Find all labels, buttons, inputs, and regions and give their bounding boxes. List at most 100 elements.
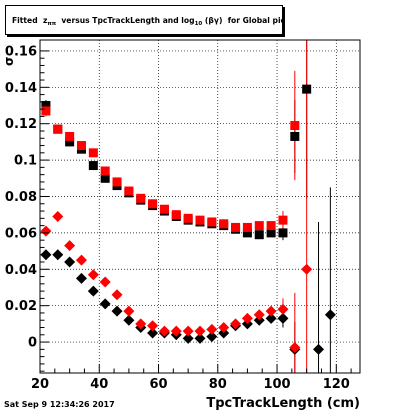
- data-point-diamond: [99, 276, 111, 288]
- data-point-square: [171, 210, 181, 220]
- data-point-square: [219, 219, 229, 229]
- data-point-square: [148, 199, 158, 209]
- data-point-square: [41, 101, 51, 111]
- y-tick-label: 0.16: [5, 44, 37, 59]
- data-point-diamond: [135, 318, 147, 330]
- data-point-diamond: [64, 240, 76, 252]
- title-prefix: Fitted: [12, 16, 38, 25]
- data-point-square: [195, 215, 205, 225]
- data-point-square: [254, 221, 264, 231]
- x-tick-label: 60: [149, 377, 167, 392]
- data-point-square: [53, 124, 63, 134]
- data-point-square: [76, 141, 86, 151]
- data-point-diamond: [170, 325, 182, 337]
- data-point-square: [266, 228, 276, 238]
- data-point-diamond: [40, 225, 52, 237]
- title-suffix: for Global pion+: [227, 16, 282, 25]
- data-point-square: [41, 106, 51, 116]
- data-point-diamond: [75, 272, 87, 284]
- data-point-diamond: [158, 325, 170, 337]
- data-point-square: [290, 121, 300, 131]
- axis-ticks: [39, 50, 352, 373]
- data-point-square: [65, 137, 75, 147]
- data-point-diamond: [194, 325, 206, 337]
- y-tick-label: 0.1: [14, 154, 37, 169]
- data-point-square: [124, 186, 134, 196]
- data-point-diamond: [289, 342, 301, 354]
- title-beta-gamma: (βγ): [204, 16, 223, 25]
- data-point-square: [207, 217, 217, 227]
- y-tick-label: 0.12: [5, 117, 37, 132]
- y-tick-label: 0.02: [5, 299, 37, 314]
- title-z-subscript: ππ: [47, 21, 57, 27]
- data-point-diamond: [52, 211, 64, 223]
- y-tick-label: 0.04: [5, 263, 37, 278]
- y-axis-label-wrap: σ: [2, 46, 16, 68]
- data-point-diamond: [230, 318, 242, 330]
- x-tick-label: 40: [90, 377, 108, 392]
- data-point-diamond: [111, 289, 123, 301]
- title-z: z: [42, 16, 48, 25]
- plot-title: Fitted zππ versus TpcTrackLength and log…: [5, 5, 283, 35]
- data-point-diamond: [206, 323, 218, 335]
- data-markers: [40, 84, 336, 355]
- data-point-diamond: [123, 305, 135, 317]
- data-point-diamond: [75, 254, 87, 266]
- data-point-diamond: [147, 327, 159, 339]
- data-point-square: [290, 131, 300, 141]
- data-point-square: [112, 177, 122, 187]
- data-point-square: [278, 215, 288, 225]
- data-point-diamond: [64, 256, 76, 268]
- data-point-diamond: [194, 332, 206, 344]
- title-middle: versus TpcTrackLength and log: [61, 16, 195, 25]
- data-point-diamond: [324, 309, 336, 321]
- error-bars: [45, 40, 331, 373]
- y-axis-label: σ: [2, 56, 16, 66]
- x-tick-label: 20: [31, 377, 49, 392]
- y-tick-label: 0: [28, 336, 37, 351]
- data-point-square: [278, 228, 288, 238]
- data-point-diamond: [123, 314, 135, 326]
- data-point-diamond: [182, 332, 194, 344]
- y-tick-label: 0.08: [5, 190, 37, 205]
- data-point-square: [242, 228, 252, 238]
- data-point-square: [136, 193, 146, 203]
- x-tick-label: 80: [209, 377, 227, 392]
- data-point-diamond: [87, 285, 99, 297]
- title-log-subscript: 10: [194, 21, 203, 27]
- data-point-diamond: [265, 312, 277, 324]
- data-point-diamond: [301, 263, 313, 275]
- data-point-diamond: [241, 312, 253, 324]
- data-point-diamond: [218, 322, 230, 334]
- x-tick-label: 100: [263, 377, 290, 392]
- data-point-diamond: [40, 249, 52, 261]
- data-point-diamond: [99, 298, 111, 310]
- tick-labels: 20 40 60 80 100 120 0 0.02 0.04 0.06 0.08 0.1 0.12 0.…: [5, 44, 350, 392]
- data-point-diamond: [182, 325, 194, 337]
- data-point-diamond: [277, 303, 289, 315]
- data-point-diamond: [111, 305, 123, 317]
- data-point-square: [266, 221, 276, 231]
- data-point-square: [88, 148, 98, 158]
- data-point-square: [254, 230, 264, 240]
- data-point-square: [100, 173, 110, 183]
- data-point-square: [100, 166, 110, 176]
- data-point-square: [242, 222, 252, 232]
- grid-lines: [39, 40, 360, 373]
- data-point-square: [231, 222, 241, 232]
- data-point-diamond: [52, 249, 64, 261]
- y-tick-label: 0.14: [5, 81, 37, 96]
- data-point-square: [65, 131, 75, 141]
- data-point-diamond: [277, 312, 289, 324]
- data-point-diamond: [265, 305, 277, 317]
- x-axis-label: TpcTrackLength (cm): [206, 396, 360, 411]
- x-tick-label: 120: [323, 377, 350, 392]
- data-point-diamond: [87, 269, 99, 281]
- data-point-diamond: [147, 320, 159, 332]
- data-point-diamond: [313, 343, 325, 355]
- data-point-square: [183, 213, 193, 223]
- y-tick-label: 0.06: [5, 226, 37, 241]
- data-point-diamond: [253, 309, 265, 321]
- data-point-square: [159, 204, 169, 214]
